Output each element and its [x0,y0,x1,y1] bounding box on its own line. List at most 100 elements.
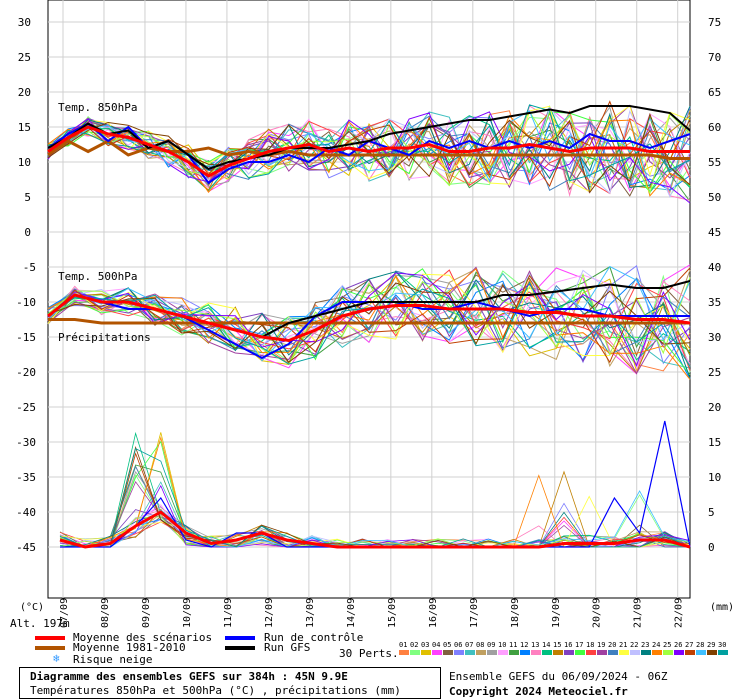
pert-swatch [432,650,442,655]
pert-swatch [630,650,640,655]
pert-swatch [674,650,684,655]
pert-number: 20 [608,641,616,649]
y-tick-left: 5 [24,191,31,204]
x-tick: 09/09 [141,598,152,628]
pert-number: 12 [520,641,528,649]
y-tick-left: 25 [18,51,31,64]
legend-swatch-black [225,646,255,650]
member-line-precip [60,452,691,548]
pert-number: 08 [476,641,484,649]
pert-swatch [685,650,695,655]
pert-swatch [542,650,552,655]
pert-number: 01 [399,641,407,649]
pert-number: 13 [531,641,539,649]
y-tick-right: 20 [708,401,721,414]
pert-number: 21 [619,641,627,649]
pert-number: 23 [641,641,649,649]
pert-swatch [443,650,453,655]
pert-number: 07 [465,641,473,649]
y-tick-right: 0 [708,541,715,554]
pert-swatch [586,650,596,655]
panel-label-850: Temp. 850hPa [58,101,137,114]
pert-swatch [553,650,563,655]
member-line-500 [47,270,691,356]
y-tick-right: 65 [708,86,721,99]
legend-label: Moyenne 1981-2010 [73,641,186,654]
member-line-500 [47,271,691,379]
left-unit: (°C) [20,602,44,613]
x-tick: 10/09 [182,598,193,628]
x-tick: 12/09 [264,598,275,628]
x-tick: 21/09 [633,598,644,628]
pert-number: 05 [443,641,451,649]
member-line-850 [47,105,691,201]
pert-swatch [410,650,420,655]
x-tick: 18/09 [510,598,521,628]
pert-number: 02 [410,641,418,649]
y-tick-right: 50 [708,191,721,204]
right-unit: (mm) [710,602,734,613]
y-tick-left: -45 [16,541,36,554]
y-tick-right: 10 [708,471,721,484]
member-line-500 [47,266,691,357]
member-line-850 [47,111,691,191]
pert-number: 09 [487,641,495,649]
legend-label: Risque neige [73,653,153,666]
pert-swatch [663,650,673,655]
y-tick-left: -25 [16,401,36,414]
legend-swatch-brown [35,646,65,650]
pert-number: 03 [421,641,429,649]
run-info: Ensemble GEFS du 06/09/2024 - 06Z [449,670,668,683]
y-tick-right: 15 [708,436,721,449]
y-tick-right: 5 [708,506,715,519]
pert-number: 06 [454,641,462,649]
series-500-1 [48,318,690,325]
pert-number: 15 [553,641,561,649]
member-line-500 [47,269,691,347]
member-line-500 [47,267,691,380]
y-tick-right: 70 [708,51,721,64]
y-tick-right: 30 [708,331,721,344]
chart-title: Diagramme des ensembles GEFS sur 384h : … [30,670,348,683]
y-tick-left: -10 [16,296,36,309]
x-tick: 15/09 [387,598,398,628]
y-tick-left: -35 [16,471,36,484]
pert-swatch [718,650,728,655]
y-tick-left: 20 [18,86,31,99]
member-line-500 [47,268,691,368]
member-line-500 [47,273,691,362]
x-tick: 22/09 [674,598,685,628]
pert-swatch [619,650,629,655]
pert-number: 28 [696,641,704,649]
pert-number: 17 [575,641,583,649]
pert-swatch [652,650,662,655]
pert-number: 27 [685,641,693,649]
y-tick-left: -40 [16,506,36,519]
y-tick-right: 55 [708,156,721,169]
series-850-1 [47,139,690,160]
pert-swatch [454,650,464,655]
pert-swatch [509,650,519,655]
legend-label: Run GFS [264,641,311,654]
pert-number: 19 [597,641,605,649]
pert-number: 11 [509,641,517,649]
pert-number: 18 [586,641,594,649]
pert-swatch [564,650,574,655]
y-tick-left: 10 [18,156,31,169]
series-500-0 [47,293,691,343]
pert-number: 26 [674,641,682,649]
panel-label-500: Temp. 500hPa [58,270,137,283]
x-tick: 17/09 [469,598,480,628]
x-tick: 20/09 [592,598,603,628]
pert-swatch [498,650,508,655]
y-tick-right: 75 [708,16,721,29]
pert-number: 25 [663,641,671,649]
chart-subtitle: Températures 850hPa et 500hPa (°C) , pré… [30,684,401,697]
pert-number: 22 [630,641,638,649]
pert-swatch [520,650,530,655]
altitude-label: Alt. 197m [10,617,70,630]
pert-number: 14 [542,641,550,649]
pert-swatch [597,650,607,655]
series-precip-0 [59,510,691,549]
series-850-0 [47,125,690,178]
